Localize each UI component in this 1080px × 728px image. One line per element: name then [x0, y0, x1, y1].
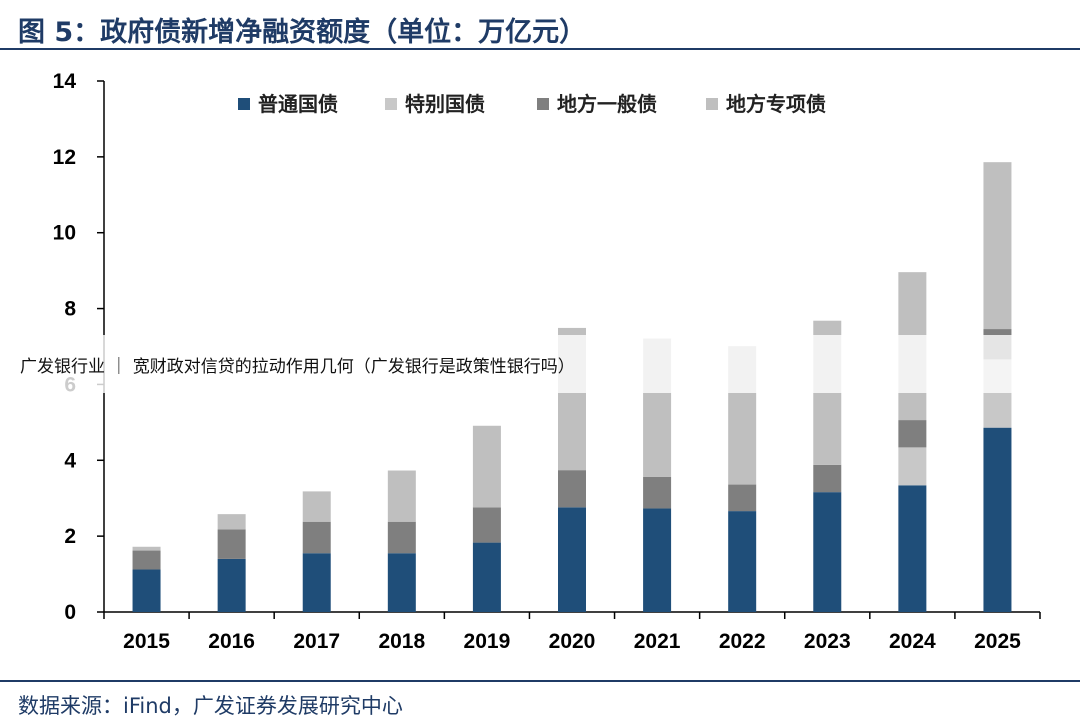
x-tick-label: 2022 — [719, 630, 766, 653]
y-tick-label: 4 — [64, 449, 76, 472]
bar-segment — [472, 425, 501, 508]
bar-segment — [302, 553, 331, 612]
bar-segment — [387, 470, 416, 522]
bar-segment — [643, 476, 672, 509]
x-tick-label: 2025 — [974, 630, 1021, 653]
legend-label: 普通国债 — [258, 92, 338, 116]
title-rule — [0, 48, 1080, 50]
legend-swatch — [385, 98, 397, 110]
bar-segment — [132, 550, 161, 570]
bar-segment — [983, 427, 1012, 612]
x-tick-label: 2023 — [804, 630, 851, 653]
legend-swatch — [238, 98, 250, 110]
legend-label: 地方一般债 — [557, 92, 657, 116]
bar-segment — [472, 507, 501, 543]
bar-segment — [898, 485, 927, 612]
watermark-banner: 广发银行业 ｜ 宽财政对信贷的拉动作用几何（广发银行是政策性银行吗） — [0, 335, 1080, 393]
y-tick-label: 10 — [53, 222, 76, 245]
x-tick-label: 2019 — [464, 630, 511, 653]
bar-segment — [643, 508, 672, 612]
legend-swatch — [537, 98, 549, 110]
bar-segment — [132, 546, 161, 551]
x-tick-label: 2017 — [293, 630, 340, 653]
bar-segment — [813, 464, 842, 493]
y-tick-label: 2 — [64, 525, 76, 548]
bar-segment — [387, 553, 416, 612]
bar-segment — [302, 491, 331, 522]
x-tick-label: 2021 — [634, 630, 681, 653]
legend-label: 地方专项债 — [726, 92, 826, 116]
bar-segment — [217, 529, 246, 559]
bar-segment — [728, 511, 757, 612]
source-note: 数据来源：iFind，广发证券发展研究中心 — [18, 694, 403, 718]
chart-legend: 普通国债 特别国债 地方一般债 地方专项债 — [238, 92, 826, 116]
watermark-text: 广发银行业 ｜ 宽财政对信贷的拉动作用几何（广发银行是政策性银行吗） — [20, 357, 575, 377]
legend-label: 特别国债 — [405, 92, 485, 116]
bar-segment — [387, 521, 416, 554]
bar-segment — [983, 162, 1012, 330]
bar-segment — [813, 492, 842, 612]
x-tick-label: 2018 — [378, 630, 425, 653]
figure-title: 图 5：政府债新增净融资额度（单位：万亿元） — [18, 17, 587, 48]
x-tick-label: 2024 — [889, 630, 936, 653]
legend-swatch — [706, 98, 718, 110]
bar-segment — [558, 470, 586, 508]
bar-segment — [472, 542, 501, 612]
x-tick-label: 2016 — [208, 630, 255, 653]
bar-segment — [302, 521, 331, 554]
bar-segment — [558, 507, 586, 612]
bar-segment — [217, 514, 246, 530]
bar-segment — [728, 484, 757, 512]
bar-segment — [898, 420, 927, 448]
bar-segment — [898, 447, 927, 486]
bar-segment — [132, 569, 161, 612]
y-tick-label: 12 — [53, 146, 76, 169]
bar-segment — [217, 558, 246, 612]
x-tick-label: 2015 — [123, 630, 170, 653]
y-tick-label: 14 — [53, 70, 77, 93]
watermark-band — [0, 335, 1080, 393]
x-tick-label: 2020 — [549, 630, 596, 653]
chart-axes: 0246810121420152016201720182019202020212… — [53, 70, 1041, 653]
footer-rule — [0, 680, 1080, 682]
y-tick-label: 0 — [64, 601, 76, 624]
y-tick-label: 8 — [64, 298, 76, 321]
